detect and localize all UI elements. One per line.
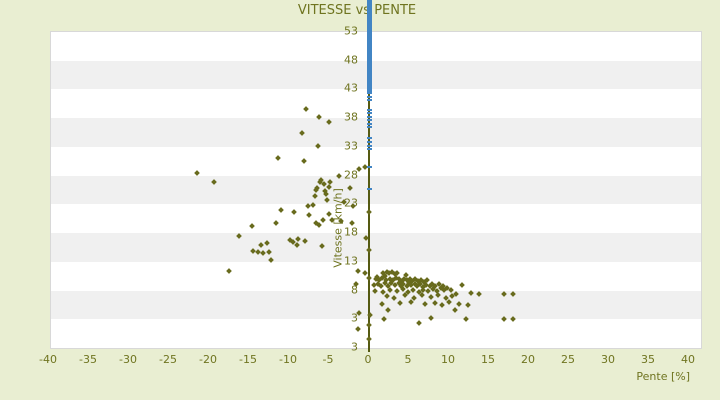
zero-pente-point [366,98,372,101]
grid-band [51,60,701,90]
x-tick-label: -5 [322,353,334,366]
y-tick-label: 8 [351,283,358,297]
y-tick-label: 28 [344,168,358,182]
x-tick-label: -15 [239,353,257,366]
zero-pente-point [366,140,372,143]
x-tick-label: -30 [119,353,137,366]
grid-band [51,233,701,262]
grid-band [51,204,701,234]
x-tick-label: 10 [441,353,455,366]
zero-pente-point [366,125,372,128]
x-tick-label: -40 [39,353,57,366]
grid-band [51,89,701,119]
y-tick-label: 43 [344,81,358,95]
grid-band [51,319,701,348]
x-tick-label: -10 [279,353,297,366]
grid-band [51,146,701,176]
x-tick-label: -25 [159,353,177,366]
zero-pente-point [366,112,372,115]
y-tick-label: 3 [351,311,358,325]
x-tick-label: 20 [521,353,535,366]
zero-pente-point [366,109,372,112]
grid-band [51,175,701,205]
y-tick-label: 18 [344,225,358,239]
zero-pente-point [366,188,372,190]
zero-pente-bottom-tick [367,347,370,352]
y-tick-label: 33 [344,139,358,153]
chart-title: VITESSE vs PENTE [297,3,417,18]
y-tick-label: 3 [351,340,358,354]
x-tick-label: 15 [481,353,495,366]
x-tick-label: 0 [364,353,372,366]
zero-pente-point [366,166,372,169]
x-tick-label: 25 [561,353,575,366]
zero-pente-point [366,123,372,126]
x-tick-label: -35 [79,353,97,366]
zero-pente-point [366,96,372,99]
plot-area [50,31,702,349]
y-tick-label: 53 [344,24,358,38]
zero-pente-blue-line [366,0,372,95]
y-tick-label: 48 [344,53,358,67]
x-tick-label: 5 [404,353,412,366]
zero-pente-point [366,116,372,119]
zero-pente-point [366,144,372,147]
y-tick-label: 13 [344,254,358,268]
x-tick-label: 30 [601,353,615,366]
grid-band [51,290,701,320]
y-tick-label: 38 [344,110,358,124]
x-axis-title: Pente [%] [636,370,690,383]
x-tick-label: 35 [641,353,655,366]
grid-band [51,118,701,147]
zero-pente-point [366,147,372,150]
x-tick-label: 40 [681,353,695,366]
grid-band [51,32,701,61]
zero-pente-point [366,136,372,139]
x-tick-label: -20 [199,353,217,366]
zero-pente-point [366,119,372,122]
